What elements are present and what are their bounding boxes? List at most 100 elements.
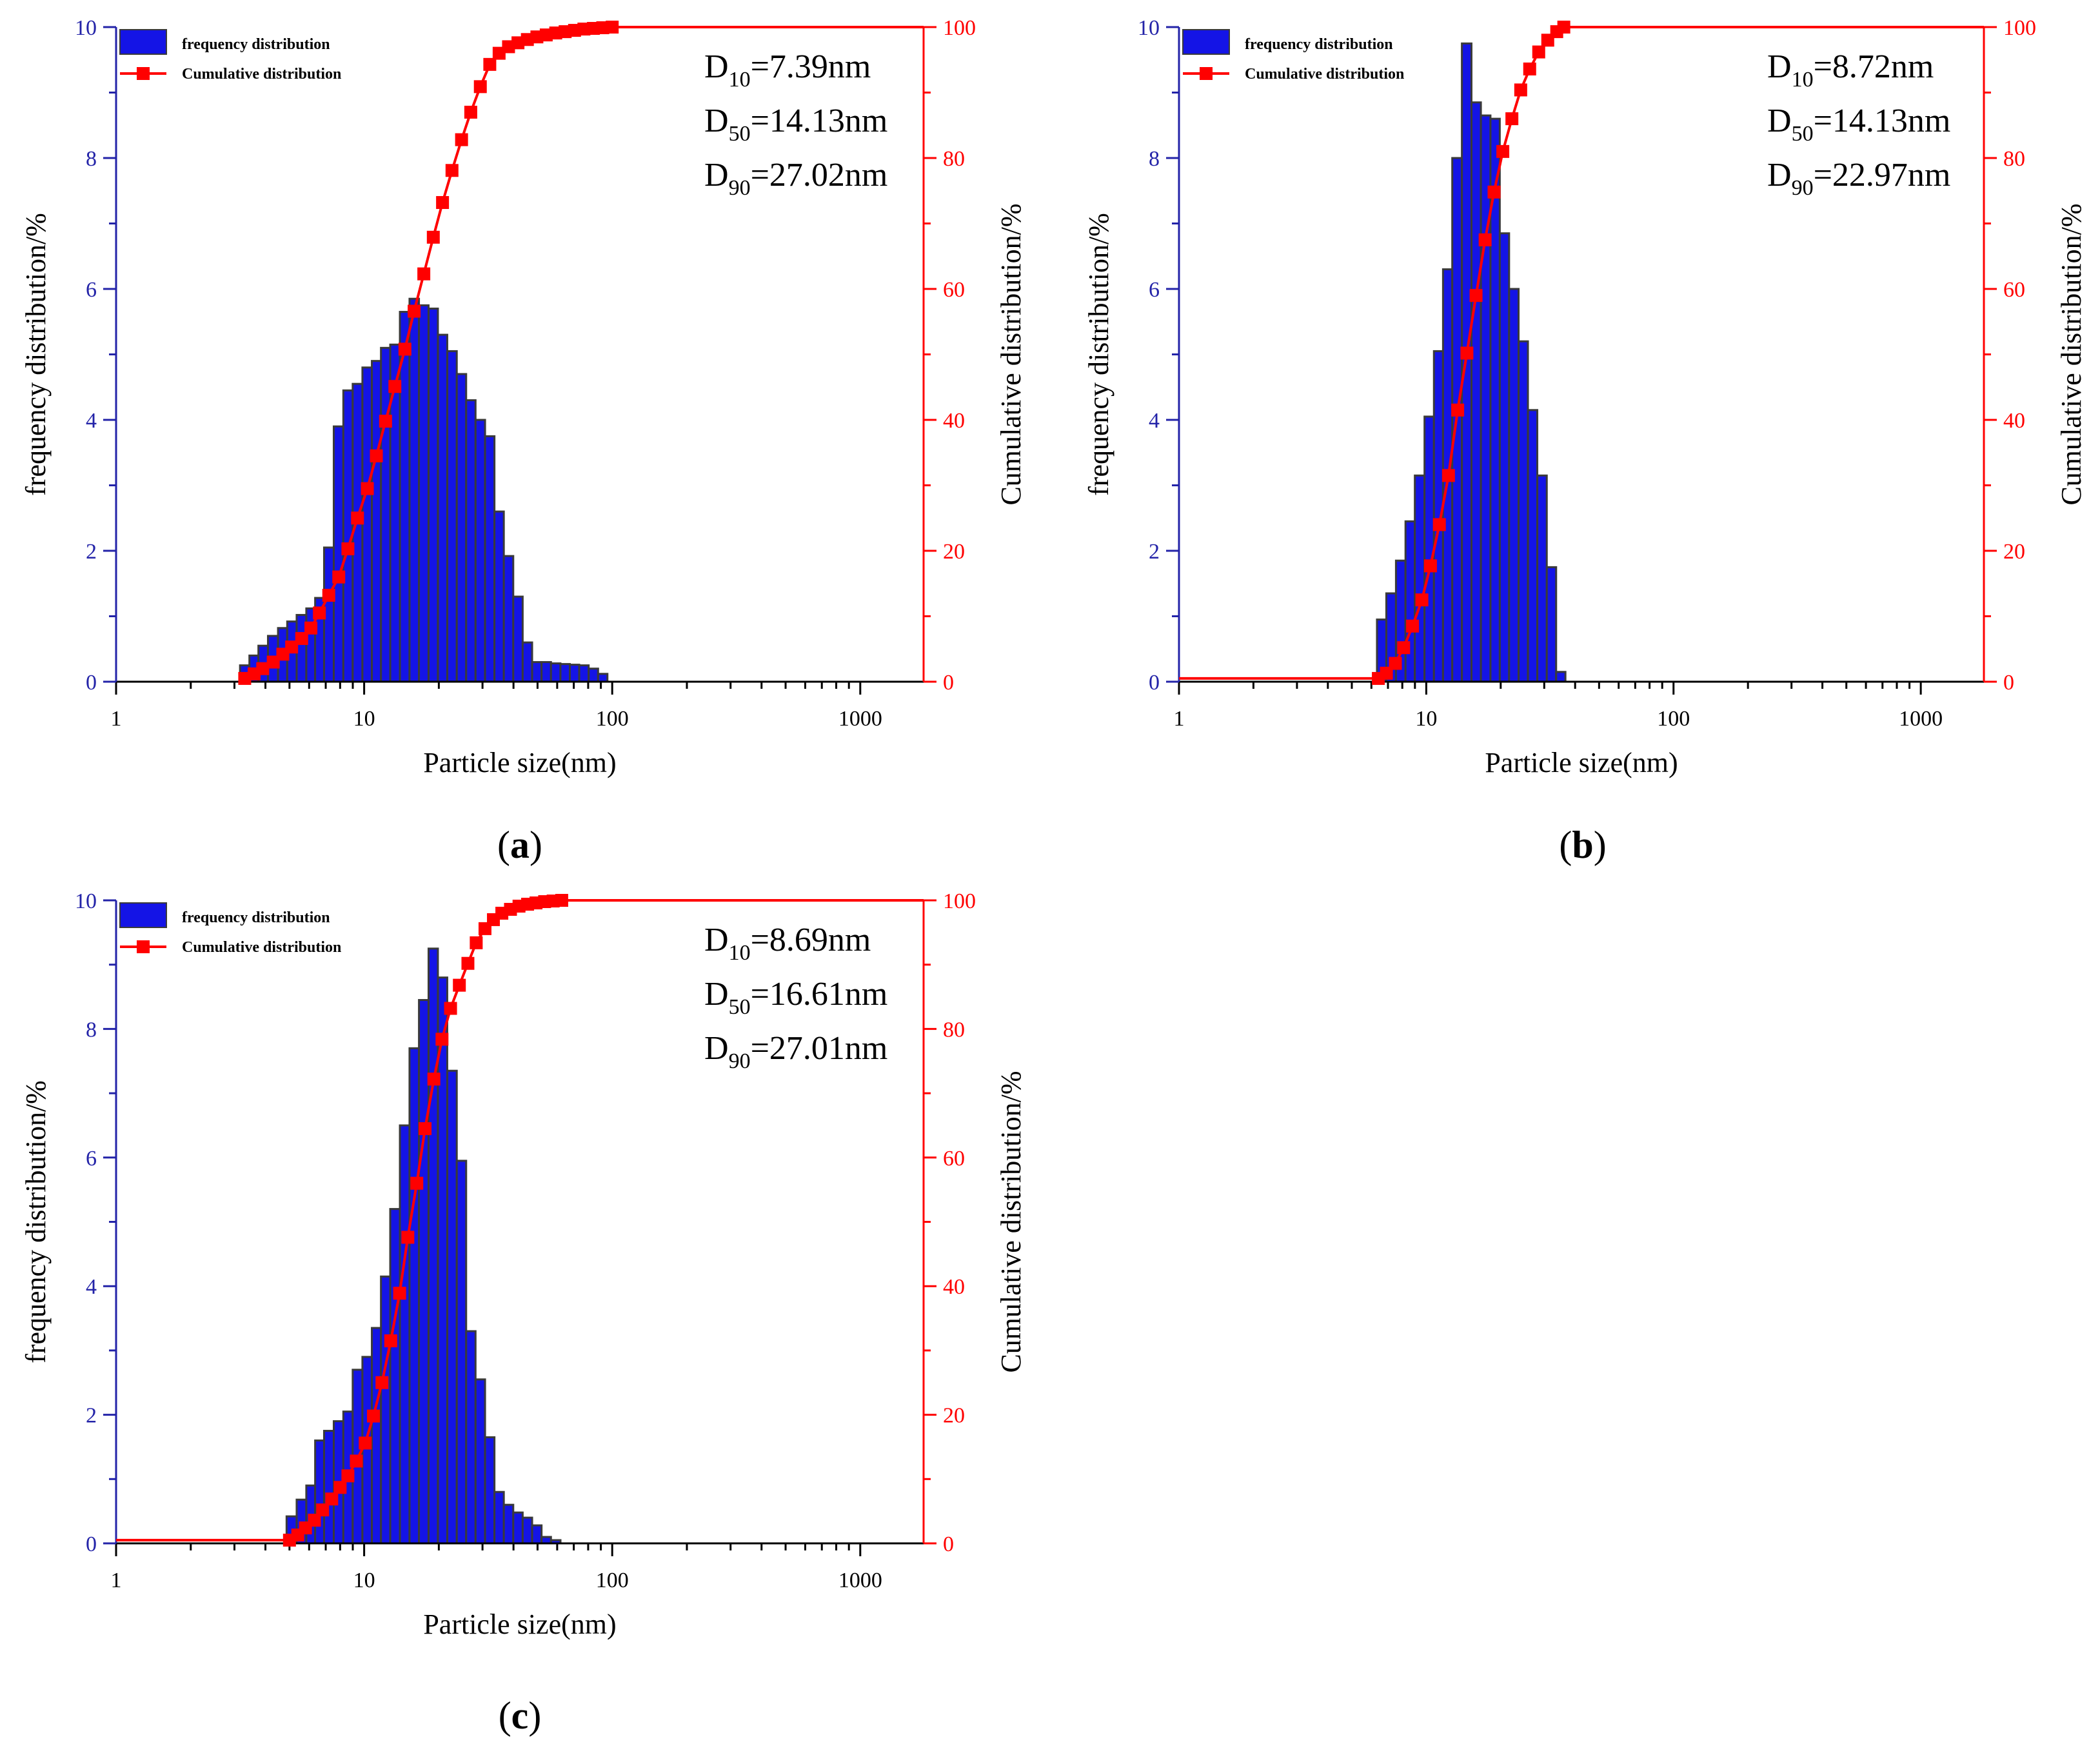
histogram-bar: [550, 662, 562, 683]
cumulative-marker: [1469, 289, 1483, 302]
annotation-value: =16.61nm: [751, 976, 888, 1013]
annotation-value: =27.01nm: [751, 1030, 888, 1067]
left-y-tick-label: 10: [75, 16, 97, 40]
left-y-tick-label: 8: [86, 147, 97, 171]
annotation-d50: D50=14.13nm: [1767, 103, 1950, 146]
histogram-bar: [1480, 114, 1492, 683]
histogram-bar: [484, 1436, 496, 1545]
legend-swatch-bars: [119, 902, 167, 928]
cumulative-marker: [1487, 185, 1501, 199]
annotation-base: D: [704, 976, 729, 1013]
cumulative-marker: [1389, 657, 1402, 670]
cumulative-marker: [398, 342, 411, 356]
cumulative-marker: [367, 1409, 381, 1423]
histogram-bar: [437, 333, 448, 683]
panel-caption: (b): [1559, 824, 1606, 866]
annotation-base: D: [704, 922, 729, 958]
legend-label-frequency: frequency distribution: [1245, 36, 1393, 53]
caption-open-paren: (: [499, 1694, 511, 1737]
histogram-bar: [521, 1516, 533, 1545]
x-tick-label: 1000: [838, 1569, 882, 1592]
left-y-axis-ticks: 0 2 4 6 8 10: [75, 889, 116, 1556]
right-y-tick-label: 0: [943, 671, 954, 695]
histogram-bar: [322, 1430, 335, 1545]
histogram-bar: [502, 1503, 515, 1545]
cumulative-markers: [1372, 21, 1570, 685]
histogram-bar: [455, 1160, 468, 1545]
left-y-tick-label: 4: [86, 409, 97, 433]
x-tick-label: 1000: [1899, 707, 1943, 731]
annotation-base: D: [704, 48, 729, 85]
right-y-tick-label: 60: [943, 278, 965, 302]
cumulative-marker: [483, 57, 497, 71]
histogram-bar: [484, 435, 496, 683]
caption-close-paren: ): [530, 824, 542, 866]
right-y-tick-label: 20: [943, 540, 965, 564]
histogram-bar: [465, 399, 477, 683]
annotation-base: D: [704, 1030, 729, 1067]
cumulative-marker: [419, 1122, 432, 1135]
cumulative-marker: [444, 1002, 457, 1015]
legend-label-cumulative: Cumulative distribution: [1245, 66, 1404, 83]
left-y-axis-title: frequency distribution/%: [1083, 213, 1114, 496]
histogram-bar: [521, 641, 533, 683]
histogram-bar: [531, 661, 543, 683]
left-y-axis-ticks: 0 2 4 6 8 10: [75, 16, 116, 695]
x-tick-label: 100: [1657, 707, 1690, 731]
legend-label-cumulative: Cumulative distribution: [182, 939, 341, 956]
histogram-bar: [588, 668, 599, 683]
cumulative-marker: [1432, 518, 1446, 531]
histogram-bar: [380, 1275, 391, 1545]
legend-swatch-marker: [137, 940, 150, 953]
cumulative-marker: [1505, 112, 1519, 126]
annotation-base: D: [1767, 157, 1792, 193]
right-y-axis-title: Cumulative distribution/%: [995, 1071, 1027, 1372]
right-y-tick-label: 40: [943, 1275, 965, 1299]
cumulative-marker: [436, 196, 450, 210]
legend-swatch-bars: [1182, 29, 1230, 55]
legend: frequency distribution Cumulative distrib…: [119, 29, 341, 83]
histogram-bar: [418, 999, 430, 1545]
annotation-d10: D10=7.39nm: [704, 48, 871, 92]
annotation-subscript: 50: [729, 122, 751, 146]
cumulative-marker: [370, 449, 383, 462]
cumulative-marker: [417, 267, 431, 281]
annotation-value: =22.97nm: [1814, 157, 1951, 193]
cumulative-marker: [606, 21, 619, 34]
left-y-tick-label: 0: [86, 671, 97, 695]
histogram-bar: [531, 1524, 543, 1545]
cumulative-marker: [393, 1287, 406, 1300]
left-y-tick-label: 8: [1149, 147, 1160, 171]
x-tick-label: 10: [1415, 707, 1437, 731]
cumulative-marker: [464, 105, 477, 119]
right-y-tick-label: 60: [2003, 278, 2025, 302]
annotation-d90: D90=27.02nm: [704, 157, 887, 200]
cumulative-marker: [1514, 83, 1527, 97]
legend: frequency distribution Cumulative distrib…: [119, 902, 341, 956]
cumulative-marker: [426, 230, 440, 244]
annotation-base: D: [704, 103, 729, 139]
cumulative-marker: [1406, 619, 1420, 633]
histogram-bar: [1470, 101, 1482, 683]
cumulative-marker: [408, 304, 421, 318]
annotation-value: =14.13nm: [751, 103, 888, 139]
cumulative-marker: [470, 936, 483, 949]
histogram-bars: [1376, 42, 1567, 683]
histogram-bar: [408, 297, 421, 683]
cumulative-marker: [1460, 346, 1474, 360]
cumulative-marker: [384, 1334, 397, 1347]
caption-close-paren: ): [528, 1694, 541, 1737]
legend-swatch-bars: [119, 29, 167, 55]
x-axis-ticks: 1 10 100 1000: [111, 682, 882, 731]
histogram-bar: [1518, 340, 1529, 683]
cumulative-marker: [1532, 45, 1545, 59]
annotation-d50: D50=14.13nm: [704, 103, 887, 146]
right-y-tick-label: 80: [943, 147, 965, 171]
panel-caption: (a): [497, 824, 542, 866]
annotation-d90: D90=22.97nm: [1767, 157, 1950, 200]
cumulative-marker: [379, 415, 392, 428]
histogram-bar: [512, 1511, 524, 1545]
cumulative-marker: [333, 1481, 347, 1494]
histogram-bar: [418, 304, 430, 683]
